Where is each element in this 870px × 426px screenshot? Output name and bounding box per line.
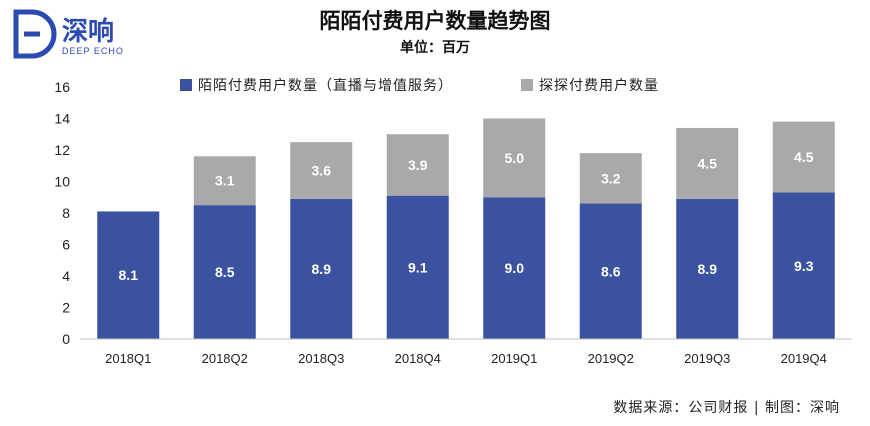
data-label-momo-2018Q4: 9.1 <box>408 259 428 275</box>
bar-momo-2019Q2 <box>579 203 642 339</box>
y-tick-label: 10 <box>54 174 70 190</box>
data-label-momo-2019Q2: 8.6 <box>601 263 621 279</box>
bar-momo-2018Q4 <box>386 195 449 339</box>
y-tick-label: 6 <box>62 237 70 253</box>
bar-tantan-2019Q4 <box>772 121 835 193</box>
bar-momo-2019Q1 <box>483 197 546 339</box>
legend-label-tantan: 探探付费用户数量 <box>539 77 659 94</box>
y-tick-label: 14 <box>54 111 70 127</box>
data-label-momo-2019Q3: 8.9 <box>698 261 718 277</box>
logo-brand-cn: 深响 <box>62 16 114 47</box>
data-label-tantan-2019Q1: 5.0 <box>505 150 525 166</box>
bar-momo-2019Q3 <box>676 198 739 339</box>
bar-tantan-2019Q1 <box>483 118 546 198</box>
y-tick-label: 8 <box>62 205 70 221</box>
y-tick-label: 12 <box>54 142 70 158</box>
bar-momo-2018Q3 <box>290 198 353 339</box>
bar-tantan-2019Q2 <box>579 153 642 204</box>
y-tick-label: 16 <box>54 79 70 95</box>
data-label-tantan-2018Q3: 3.6 <box>312 162 332 178</box>
x-tick-label: 2018Q4 <box>395 351 441 366</box>
data-label-tantan-2018Q4: 3.9 <box>408 157 428 173</box>
data-label-tantan-2019Q2: 3.2 <box>601 170 621 186</box>
source-note: 数据来源：公司财报 | 制图：深响 <box>613 400 840 416</box>
bar-momo-2018Q1 <box>97 211 160 339</box>
bar-tantan-2018Q3 <box>290 142 353 199</box>
x-tick-label: 2019Q4 <box>781 351 827 366</box>
bar-tantan-2019Q3 <box>676 127 739 199</box>
data-label-tantan-2018Q2: 3.1 <box>215 173 235 189</box>
legend-swatch-momo <box>180 79 192 91</box>
legend-label-momo: 陌陌付费用户数量（直播与增值服务） <box>198 77 453 94</box>
data-label-momo-2018Q3: 8.9 <box>312 261 332 277</box>
legend-swatch-tantan <box>521 79 533 91</box>
data-label-momo-2019Q4: 9.3 <box>794 258 814 274</box>
x-axis: 2018Q1 2018Q2 2018Q3 2018Q4 2019Q1 2019Q2 2019… <box>80 338 852 366</box>
y-axis: 0 2 4 6 8 10 12 14 16 <box>54 79 70 347</box>
deep-echo-logo: 深响 DEEP ECHO <box>13 9 124 59</box>
y-tick-label: 2 <box>62 300 70 316</box>
data-label-momo-2018Q1: 8.1 <box>119 267 139 283</box>
chart-subtitle: 单位：百万 <box>400 39 470 56</box>
bar-tantan-2018Q2 <box>193 156 256 206</box>
data-label-tantan-2019Q4: 4.5 <box>794 149 814 165</box>
y-tick-label: 0 <box>62 331 70 347</box>
chart-title: 陌陌付费用户数量趋势图 <box>320 9 551 33</box>
x-tick-label: 2019Q1 <box>491 351 537 366</box>
bar-momo-2019Q4 <box>772 192 835 339</box>
bars: 8.1 8.5 3.1 8.9 3.6 9.1 3.9 9.0 5.0 8.6 3.2 8.9 4.5 9… <box>97 118 835 339</box>
x-tick-label: 2019Q3 <box>684 351 730 366</box>
x-tick-label: 2018Q2 <box>202 351 248 366</box>
data-label-tantan-2019Q3: 4.5 <box>698 155 718 171</box>
legend: 陌陌付费用户数量（直播与增值服务） 探探付费用户数量 <box>180 77 659 94</box>
y-tick-label: 4 <box>62 268 70 284</box>
x-tick-label: 2018Q1 <box>105 351 151 366</box>
x-tick-label: 2018Q3 <box>298 351 344 366</box>
data-label-momo-2018Q2: 8.5 <box>215 264 235 280</box>
bar-momo-2018Q2 <box>193 205 256 339</box>
logo-brand-en: DEEP ECHO <box>62 46 124 56</box>
deep-echo-logo-mark <box>13 9 57 59</box>
data-label-momo-2019Q1: 9.0 <box>505 260 525 276</box>
x-tick-label: 2019Q2 <box>588 351 634 366</box>
bar-tantan-2018Q4 <box>386 134 449 196</box>
